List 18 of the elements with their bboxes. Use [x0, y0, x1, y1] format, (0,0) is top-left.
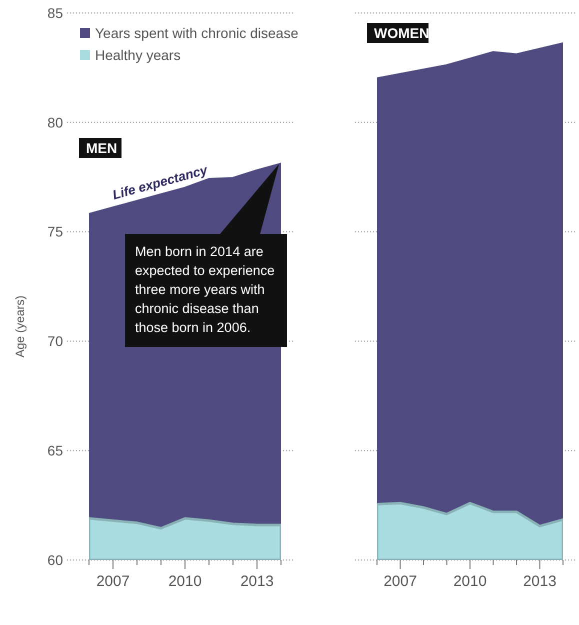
legend-label: Years spent with chronic disease: [95, 25, 299, 41]
y-tick-label: 60: [47, 552, 64, 568]
x-tick-label: 2010: [453, 573, 487, 590]
y-axis-title: Age (years): [13, 295, 27, 358]
x-tick-label: 2007: [384, 573, 417, 590]
text: WOMEN: [374, 25, 430, 41]
legend-label: Healthy years: [95, 47, 181, 63]
x-tick-label: 2007: [96, 573, 130, 590]
y-tick-label: 80: [47, 114, 64, 130]
y-tick-label: 75: [47, 224, 64, 240]
y-tick-label: 70: [47, 333, 64, 350]
x-tick-label: 2013: [523, 573, 556, 590]
y-tick-label: 65: [47, 442, 64, 458]
y-tick-label: 85: [47, 4, 64, 21]
annotation: Men born in 2014 are expected to experience three more years with chronic disease than those born in 2006.: [135, 244, 275, 335]
x-tick-label: 2013: [240, 573, 274, 590]
text: MEN: [86, 140, 118, 156]
x-tick-label: 2010: [168, 573, 202, 590]
